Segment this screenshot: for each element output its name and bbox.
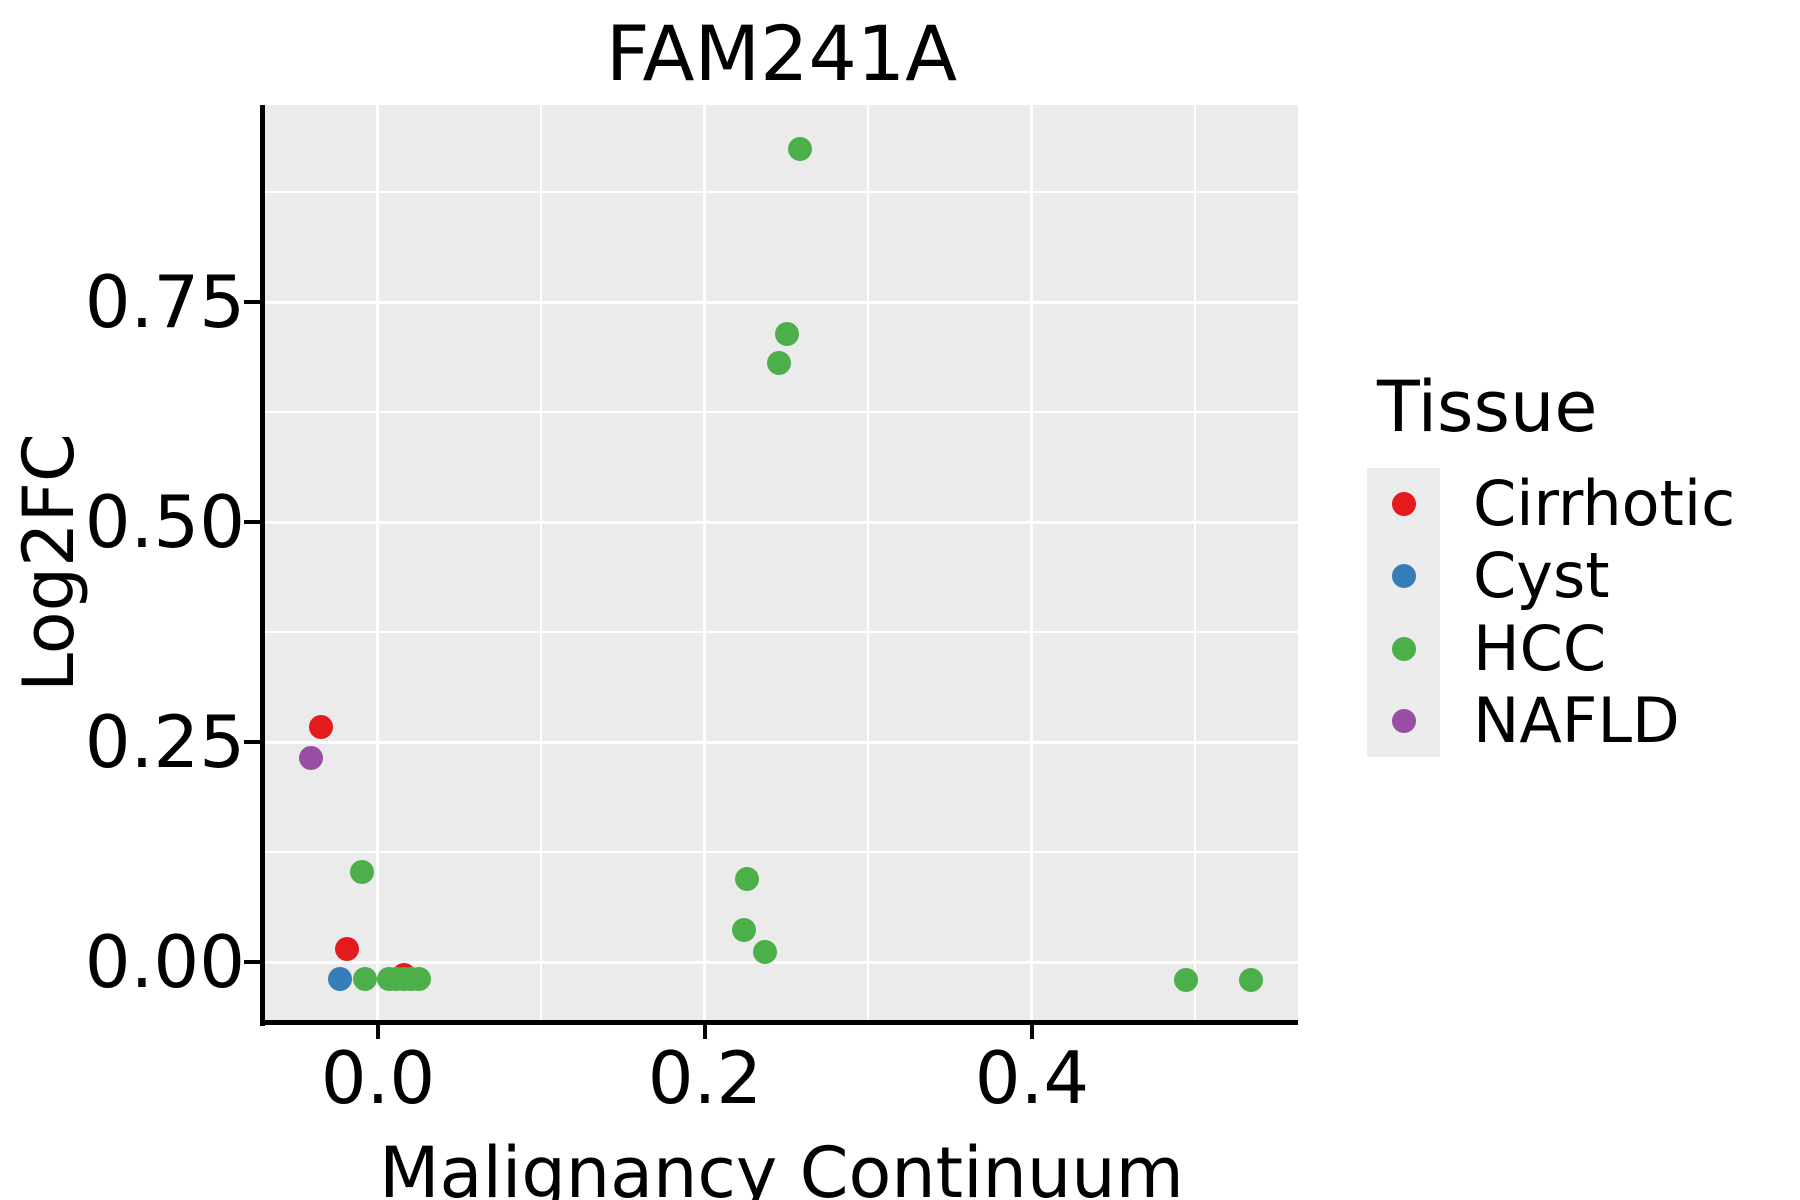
x-tick-label: 0.2 xyxy=(647,1036,763,1120)
y-tick-label: 0.75 xyxy=(84,260,245,345)
x-tick-label: 0.4 xyxy=(974,1036,1090,1120)
y-tick-mark xyxy=(244,300,260,305)
minor-gridline-x xyxy=(540,105,543,1021)
minor-gridline-x xyxy=(1194,105,1197,1021)
data-point-HCC xyxy=(349,860,374,885)
y-tick-label: 0.50 xyxy=(84,480,245,565)
legend-label-HCC: HCC xyxy=(1473,611,1607,685)
y-tick-label: 0.25 xyxy=(84,700,245,785)
major-gridline-y xyxy=(265,960,1298,964)
data-point-HCC xyxy=(787,136,812,161)
major-gridline-y xyxy=(265,520,1298,524)
legend-key-background xyxy=(1367,468,1440,757)
minor-gridline-x xyxy=(867,105,870,1021)
major-gridline-x xyxy=(1030,105,1034,1021)
y-tick-label: 0.00 xyxy=(84,920,245,1005)
legend-dot-Cirrhotic xyxy=(1391,492,1416,517)
x-tick-mark xyxy=(1029,1023,1034,1039)
legend-title: Tissue xyxy=(1377,366,1598,448)
x-axis-label: Malignancy Continuum xyxy=(379,1132,1184,1200)
minor-gridline-y xyxy=(265,411,1298,414)
major-gridline-y xyxy=(265,740,1298,744)
y-tick-mark xyxy=(244,740,260,745)
data-point-HCC xyxy=(406,966,431,991)
data-point-Cyst xyxy=(328,966,353,991)
y-tick-mark xyxy=(244,520,260,525)
legend-dot-NAFLD xyxy=(1391,708,1416,733)
data-point-HCC xyxy=(732,918,757,943)
data-point-HCC xyxy=(352,966,377,991)
data-point-HCC xyxy=(766,350,791,375)
data-point-NAFLD xyxy=(298,745,323,770)
legend-label-Cirrhotic: Cirrhotic xyxy=(1473,467,1736,541)
data-point-HCC xyxy=(774,321,799,346)
x-tick-label: 0.0 xyxy=(320,1036,436,1120)
major-gridline-x xyxy=(703,105,707,1021)
x-axis-spine xyxy=(260,1020,1298,1025)
legend-dot-HCC xyxy=(1391,636,1416,661)
y-axis-label: Log2FC xyxy=(8,433,90,693)
x-tick-mark xyxy=(702,1023,707,1039)
legend-dot-Cyst xyxy=(1391,564,1416,589)
data-point-Cirrhotic xyxy=(334,936,359,961)
data-point-Cirrhotic xyxy=(308,715,333,740)
y-tick-mark xyxy=(244,960,260,965)
data-point-HCC xyxy=(1173,967,1198,992)
legend-label-NAFLD: NAFLD xyxy=(1473,683,1680,757)
data-point-HCC xyxy=(735,867,760,892)
minor-gridline-y xyxy=(265,851,1298,854)
plot-panel xyxy=(265,105,1298,1021)
y-axis-spine xyxy=(260,105,265,1026)
x-tick-mark xyxy=(375,1023,380,1039)
plot-title: FAM241A xyxy=(605,9,958,98)
data-point-HCC xyxy=(1239,967,1264,992)
minor-gridline-y xyxy=(265,631,1298,634)
minor-gridline-y xyxy=(265,191,1298,194)
major-gridline-x xyxy=(376,105,380,1021)
legend-label-Cyst: Cyst xyxy=(1473,539,1610,613)
major-gridline-y xyxy=(265,300,1298,304)
data-point-HCC xyxy=(753,940,778,965)
